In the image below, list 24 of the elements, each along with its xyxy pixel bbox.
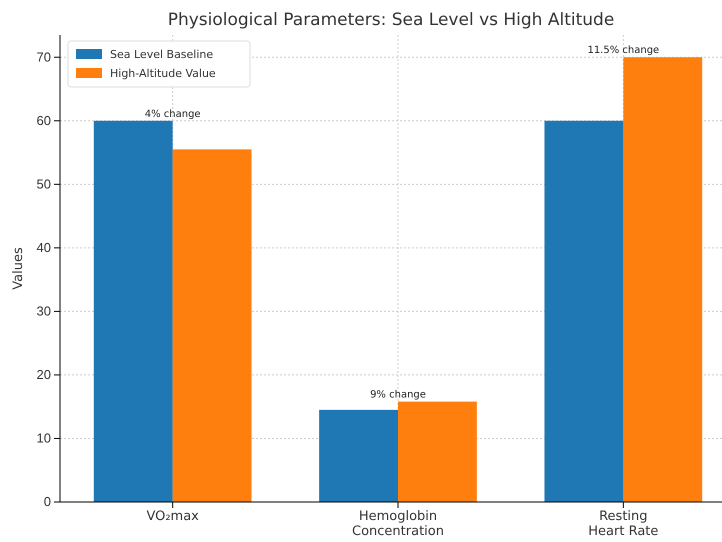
legend-label: Sea Level Baseline xyxy=(110,48,214,61)
y-tick-label: 40 xyxy=(36,240,51,256)
chart-title: Physiological Parameters: Sea Level vs High Altitude xyxy=(168,10,614,30)
y-tick-label: 30 xyxy=(36,304,51,319)
bar xyxy=(398,402,477,502)
bar xyxy=(319,410,398,502)
x-tick-label: VO₂max xyxy=(146,509,200,524)
annotation: 4% change xyxy=(144,108,201,120)
annotation: 9% change xyxy=(370,390,426,401)
x-tick-label: Resting Heart Rate xyxy=(588,509,658,539)
bar xyxy=(172,149,252,502)
legend-label: High-Altitude Value xyxy=(110,67,216,80)
annotation: 11.5% change xyxy=(587,45,660,56)
x-tick-label: Hemoglobin Concentration xyxy=(352,509,444,539)
y-axis-title: Values xyxy=(11,247,26,290)
bar xyxy=(94,120,173,502)
y-tick-label: 60 xyxy=(36,112,51,128)
y-tick-label: 0 xyxy=(44,494,51,510)
y-tick-label: 20 xyxy=(36,367,51,382)
bar xyxy=(544,120,624,502)
y-tick-label: 50 xyxy=(36,176,51,192)
y-tick-label: 10 xyxy=(36,430,51,446)
y-tick-label: 70 xyxy=(36,49,51,64)
bar xyxy=(623,57,702,502)
